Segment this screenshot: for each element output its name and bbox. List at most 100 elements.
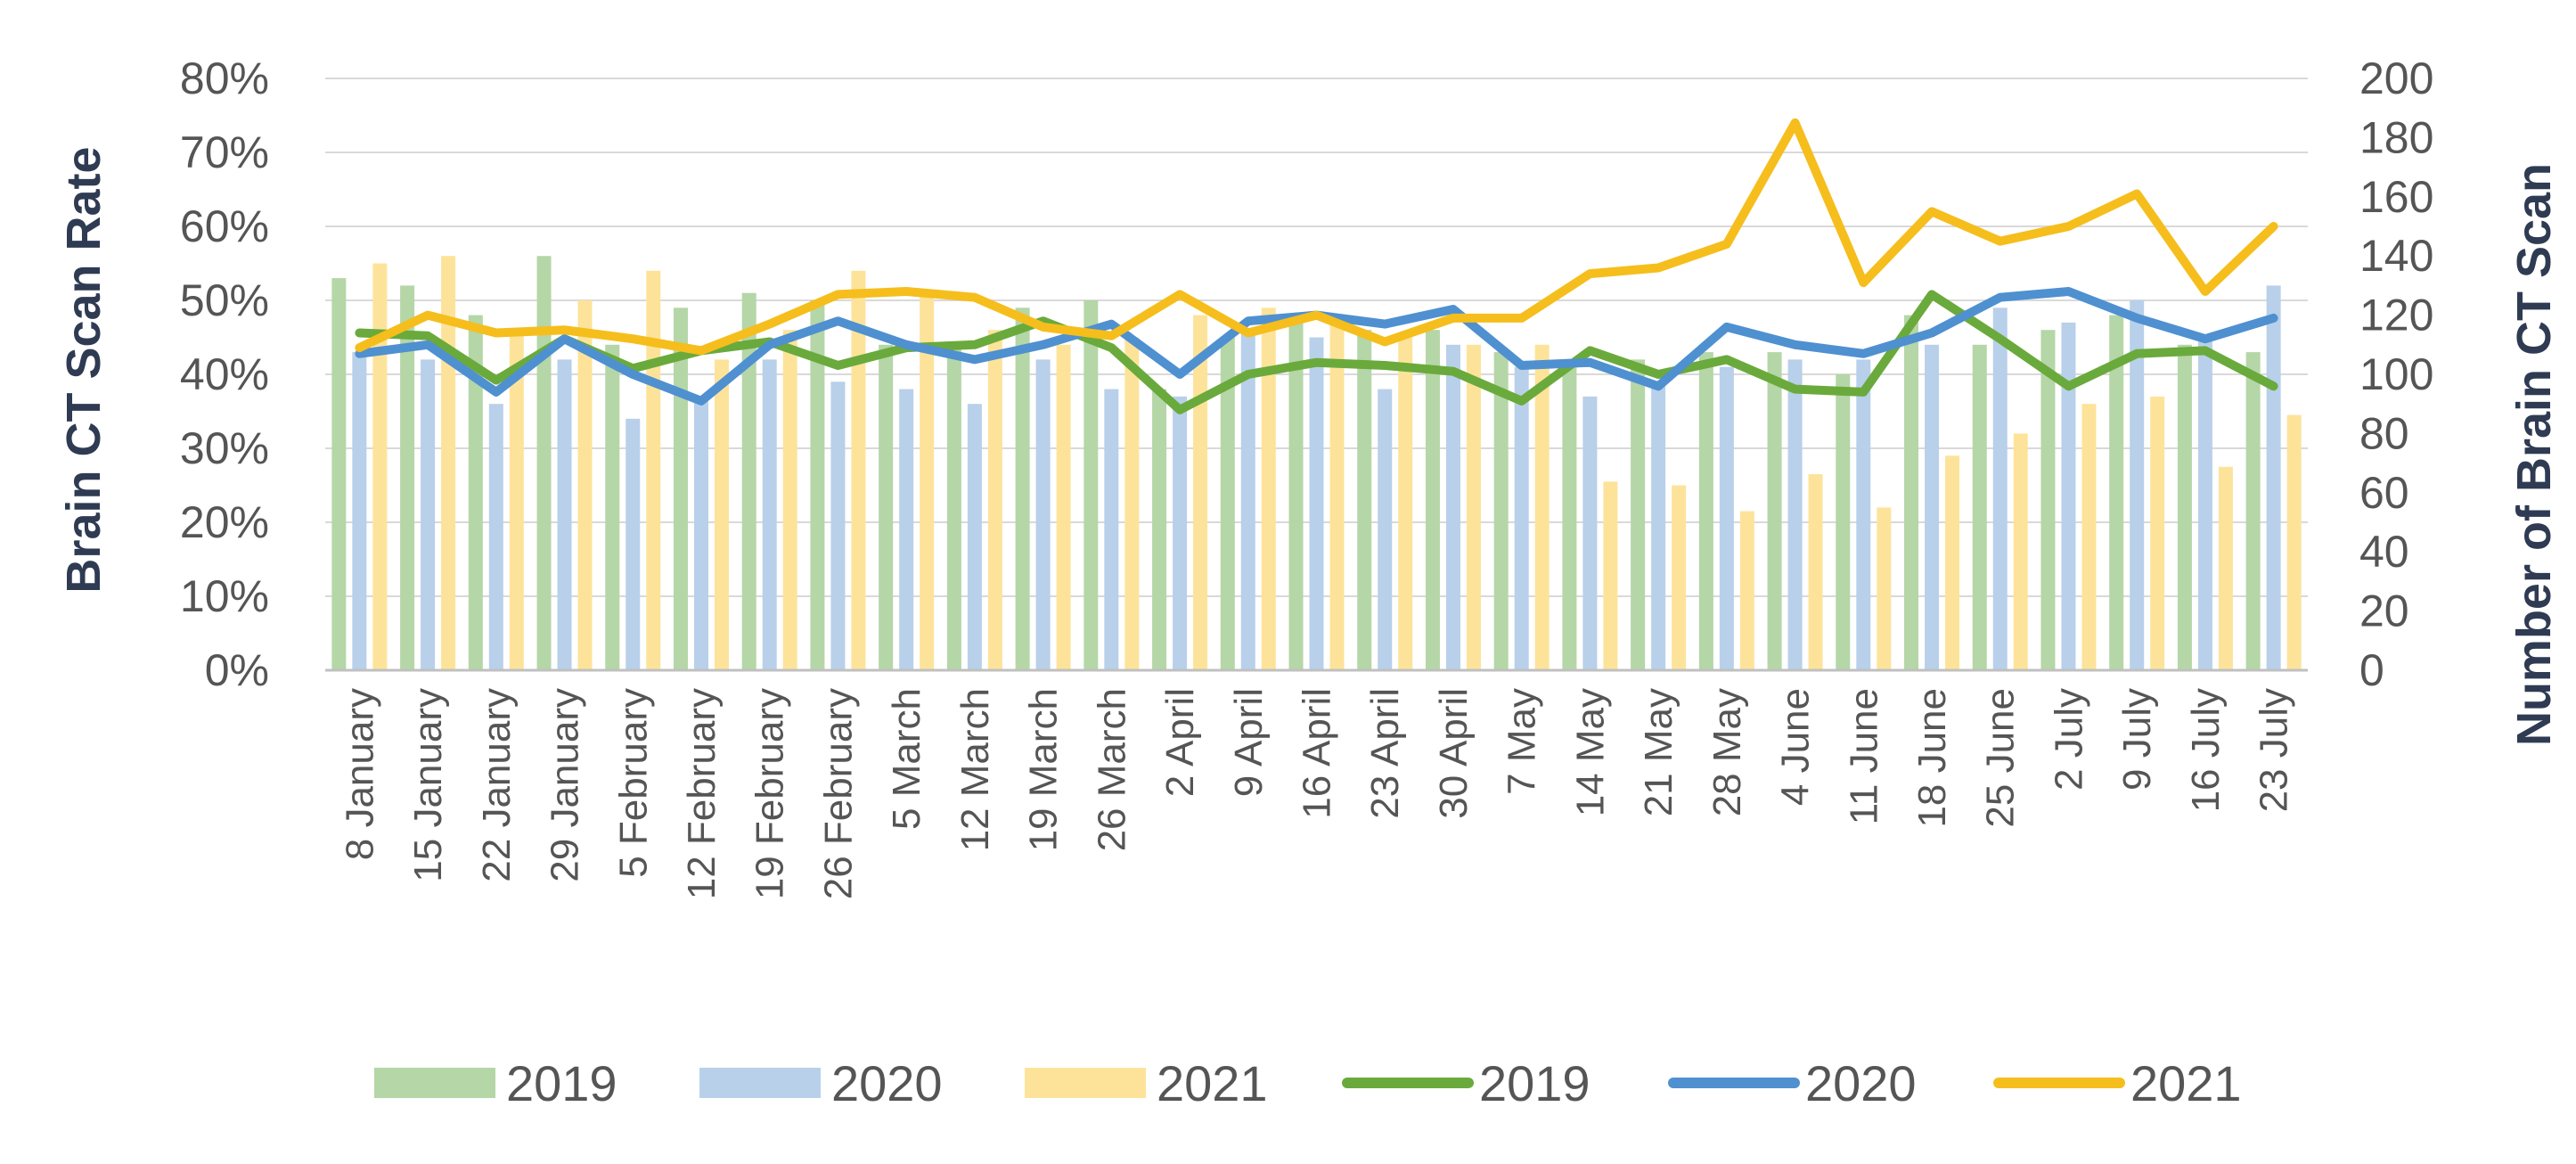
x-tick-label: 9 July [2115,688,2159,791]
legend-label: 2019 [506,1055,617,1111]
bar-2021 [1672,485,1687,670]
x-tick-label: 16 April [1296,688,1339,819]
bar-2020 [967,404,982,670]
bar-2020 [421,359,436,670]
bar-2020 [488,404,503,670]
x-tick-label: 23 April [1363,688,1407,819]
bar-2020 [830,381,846,670]
line-series [355,118,2278,414]
bar-2019 [810,300,825,670]
bar-2019 [1084,300,1099,670]
y-tick-left: 10% [180,571,269,621]
y-axis-right-title: Number of Brain CT Scan [2507,163,2561,746]
bar-2020 [693,396,708,670]
bar-2021 [1056,344,1071,670]
bar-2019 [1220,337,1235,670]
bar-2019 [536,256,552,670]
y-tick-left: 80% [180,53,269,103]
x-tick-label: 18 June [1910,688,1954,828]
x-tick-label: 12 February [680,688,724,899]
legend-label: 2021 [1157,1055,1268,1111]
legend: 2019 2020 2021 2019 2020 2021 [374,1055,2242,1111]
bar-2020 [2061,322,2076,670]
x-tick-label: 9 April [1227,688,1271,797]
bar-2021 [646,270,661,670]
y-tick-right: 80 [2359,408,2409,458]
x-tick-label: 26 February [816,688,860,899]
bar-2019 [946,344,961,670]
bar-2020 [1582,396,1598,670]
bar-2020 [626,418,641,670]
y-tick-right: 200 [2359,53,2433,103]
bar-2021 [1124,337,1140,670]
x-tick-label: 12 March [953,688,997,851]
y-tick-right: 140 [2359,231,2433,281]
bar-2021 [1603,481,1618,670]
bar-2021 [2218,466,2233,670]
bar-2021 [1739,511,1754,670]
bar-2021 [1945,455,1960,670]
x-tick-label: 30 April [1432,688,1476,819]
x-tick-label: 19 March [1022,688,1066,851]
x-axis-ticks: 8 January 15 January 22 January 29 January 5… [338,688,2295,899]
bar-2020 [1856,359,1871,670]
bar-2019 [879,344,894,670]
bar-2019 [1767,352,1782,670]
bar-2019 [331,278,347,670]
bar-2021 [1808,474,1823,670]
y-tick-left: 40% [180,349,269,399]
bar-2020 [2266,285,2281,670]
bar-2020 [1992,307,2008,670]
x-tick-label: 29 January [544,688,587,882]
legend-label: 2021 [2130,1055,2242,1111]
x-tick-label: 11 June [1842,688,1885,824]
x-tick-label: 19 February [748,688,792,899]
bar-series [331,256,2302,670]
y-tick-left: 20% [180,497,269,547]
bar-2020 [1514,366,1529,670]
y-tick-right: 60 [2359,468,2409,518]
y-tick-left: 60% [180,201,269,251]
y-tick-left: 0% [205,645,269,695]
bar-2019 [2177,344,2192,670]
bar-2021 [509,330,524,670]
bar-2021 [1329,322,1345,670]
x-tick-label: 8 January [338,688,381,860]
bar-2019 [1288,322,1304,670]
bar-2021 [2150,396,2165,670]
bar-2021 [987,330,1002,670]
bar-2021 [2286,414,2302,670]
x-tick-label: 25 June [1979,688,2023,828]
bar-2019 [1698,352,1713,670]
y-tick-left: 50% [180,275,269,325]
bar-2019 [1562,366,1577,670]
bar-2019 [2040,330,2056,670]
legend-label: 2020 [1805,1055,1917,1111]
bar-2020 [1104,389,1119,670]
bar-2021 [1193,315,1208,670]
y-tick-left: 30% [180,423,269,473]
bar-2020 [2197,337,2212,670]
bar-2020 [1719,366,1734,670]
bar-2021 [1466,344,1481,670]
y-axis-left-ticks: 0% 10% 20% 30% 40% 50% 60% 70% 80% [180,53,269,695]
bar-2020 [352,352,367,670]
bar-2019 [1904,315,1919,670]
bar-2020 [2130,300,2145,670]
bar-2021 [577,300,593,670]
bar-2019 [1015,307,1030,670]
x-tick-label: 15 January [406,688,450,882]
bar-2020 [1378,389,1393,670]
line-2019 [355,290,2278,414]
bar-2019 [400,285,415,670]
bar-2021 [372,263,388,670]
bar-2021 [920,292,935,670]
bar-2021 [1877,507,1892,670]
bar-2021 [2013,433,2028,670]
x-tick-label: 22 January [475,688,519,882]
bar-2020 [1173,396,1188,670]
bar-2020 [1925,344,1940,670]
bar-2019 [468,315,483,670]
bar-2019 [1836,374,1851,670]
